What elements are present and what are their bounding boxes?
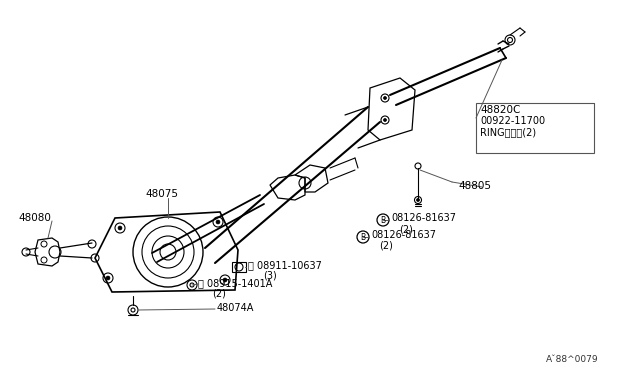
Bar <box>232 262 246 272</box>
Text: (2): (2) <box>212 289 226 299</box>
Text: 08126-81637: 08126-81637 <box>371 230 436 240</box>
Text: 00922-11700: 00922-11700 <box>480 116 545 126</box>
Text: RINGリング(2): RINGリング(2) <box>480 127 536 137</box>
Text: (2): (2) <box>379 241 393 251</box>
Text: B: B <box>360 232 365 241</box>
Circle shape <box>383 119 387 122</box>
Text: 48074A: 48074A <box>217 303 254 313</box>
Circle shape <box>118 226 122 230</box>
Circle shape <box>106 276 110 280</box>
Text: 08126-81637: 08126-81637 <box>391 213 456 223</box>
Text: 48805: 48805 <box>458 181 491 191</box>
Circle shape <box>383 96 387 99</box>
Circle shape <box>417 199 419 202</box>
Circle shape <box>223 278 227 282</box>
Text: Aˇ88^0079: Aˇ88^0079 <box>546 356 598 365</box>
Text: 48820C: 48820C <box>480 105 520 115</box>
Circle shape <box>216 220 220 224</box>
Text: B: B <box>380 215 385 224</box>
Text: 48080: 48080 <box>18 213 51 223</box>
Text: (3): (3) <box>263 271 276 281</box>
Text: 48075: 48075 <box>145 189 178 199</box>
Text: (2): (2) <box>399 224 413 234</box>
Text: Ⓥ 08915-1401A: Ⓥ 08915-1401A <box>198 278 273 288</box>
Text: Ⓝ 08911-10637: Ⓝ 08911-10637 <box>248 260 322 270</box>
Bar <box>476 103 594 153</box>
